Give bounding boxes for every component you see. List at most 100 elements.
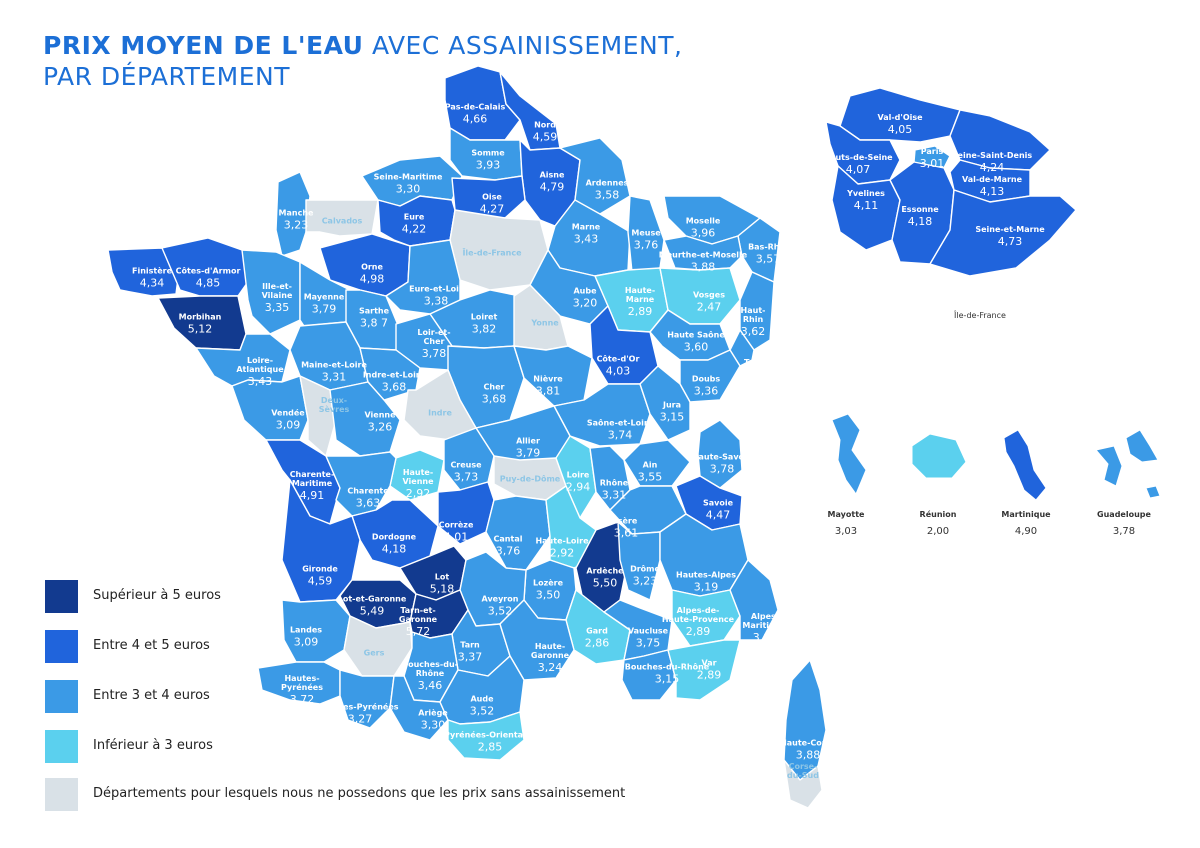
department-name: Île-de-France xyxy=(462,247,522,258)
department-name: Drôme xyxy=(630,564,660,574)
department-value: 3,52 xyxy=(470,705,495,718)
department-value: 3,24 xyxy=(538,661,563,674)
department-value: 4,66 xyxy=(463,113,488,126)
department-name: Cantal xyxy=(494,535,523,544)
overseas-value: 2,00 xyxy=(927,526,949,537)
department-value: 3,15 xyxy=(660,411,685,424)
department-value: 4,34 xyxy=(140,277,165,290)
department-value: 3,82 xyxy=(472,323,497,336)
legend-swatch xyxy=(45,580,78,613)
department-name: Nord xyxy=(534,121,556,130)
legend-label: Supérieur à 5 euros xyxy=(93,588,221,603)
department-name: Orne xyxy=(361,263,383,272)
idf-department-value: 4,18 xyxy=(908,215,933,228)
department-territoire-de-belfort xyxy=(729,329,755,367)
department-value: 4,85 xyxy=(196,277,221,290)
department-name: Creuse xyxy=(450,461,482,470)
department-dordogne xyxy=(351,499,439,569)
idf-department-value: 4,13 xyxy=(980,185,1005,198)
department-value: 4,47 xyxy=(706,509,731,522)
department-value: 3,76 xyxy=(634,239,659,252)
department-name: Haute-Loire xyxy=(535,537,589,546)
department-name: Isère xyxy=(615,516,638,526)
department-hautes-pyrenees xyxy=(339,669,395,729)
overseas-value: 4,90 xyxy=(1015,526,1037,537)
department-loire-atlantique xyxy=(195,333,291,387)
department-name: Tarn xyxy=(460,641,480,650)
department-pyrenees-orientales xyxy=(447,711,525,761)
department-name: Somme xyxy=(471,149,505,158)
department-name: Hautes-Pyrénées xyxy=(281,674,323,692)
department-value: 5,49 xyxy=(360,605,385,618)
legend-item-sans-assainissement: Départements pour lesquels nous ne posse… xyxy=(45,778,695,812)
overseas-name: Guadeloupe xyxy=(1097,510,1151,519)
department-name: Vaucluse xyxy=(628,627,669,636)
idf-department-value: 4,11 xyxy=(854,199,879,212)
department-name: Lot xyxy=(435,573,450,582)
department-pas-de-calais xyxy=(444,65,521,141)
department-name: Saône-et-Loire xyxy=(587,418,654,428)
department-name: Ariège xyxy=(418,708,448,718)
label-cote-d-or: Côte-d'Or4,03 xyxy=(597,354,640,378)
department-value: 2,86 xyxy=(585,637,610,650)
label-ile-de-france: Île-de-France xyxy=(462,247,522,258)
department-value: 3,09 xyxy=(276,419,301,432)
department-name: Sarthe xyxy=(359,307,390,316)
department-value: 3,68 xyxy=(382,381,407,394)
department-name: Cher xyxy=(484,383,505,392)
department-value: 3,88 xyxy=(796,749,821,762)
department-value: 3,43 xyxy=(574,233,599,246)
title-line2: PAR DÉPARTEMENT xyxy=(43,62,290,91)
legend-item-entre-3-4: Entre 3 et 4 euros xyxy=(45,680,695,714)
department-value: 3,35 xyxy=(265,301,290,314)
department-value: 3,77 xyxy=(753,377,778,390)
department-name: Gironde xyxy=(302,565,338,574)
department-name: Ardèche xyxy=(586,566,624,576)
department-value: 3,58 xyxy=(595,189,620,202)
department-value: 3,78 xyxy=(422,347,447,360)
department-name: Haute-Marne xyxy=(625,286,655,304)
department-name: Landes xyxy=(290,626,322,635)
department-value: 3,61 xyxy=(614,527,639,540)
label-deux-sevres: Deux-Sèvres xyxy=(319,396,350,414)
department-value: 2,85 xyxy=(478,741,503,754)
department-value: 2,94 xyxy=(566,481,591,494)
department-name: Marne xyxy=(572,223,601,232)
department-value: 5,12 xyxy=(188,323,213,336)
department-value: 2,89 xyxy=(686,625,711,638)
legend-label: Entre 4 et 5 euros xyxy=(93,638,210,653)
department-value: 3,50 xyxy=(536,589,561,602)
department-value: 3,8 7 xyxy=(360,317,388,330)
department-name: Côtes-d'Armor xyxy=(176,266,241,276)
department-name: Loir-et-Cher xyxy=(417,328,450,346)
department-value: 3,31 xyxy=(602,489,627,502)
department-value: 3,19 xyxy=(694,581,719,594)
idf-department-value: 3,01 xyxy=(920,157,945,170)
department-name: Charente xyxy=(347,487,389,496)
